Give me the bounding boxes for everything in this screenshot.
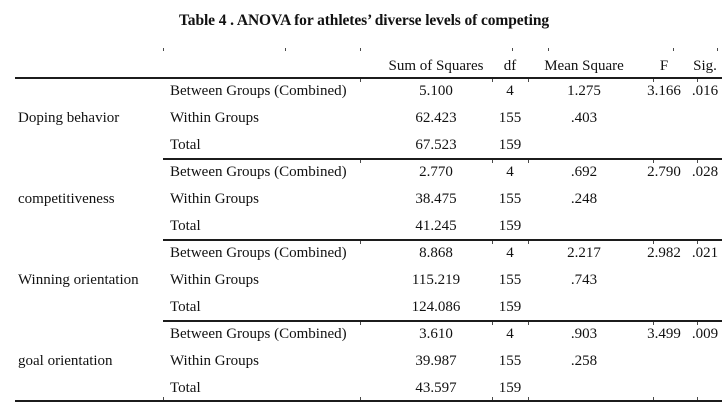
mean-square-value: .258 [570, 353, 598, 369]
header-rule [15, 77, 722, 82]
df-value: 4 [506, 164, 514, 180]
sum-of-squares-value: 5.100 [419, 83, 453, 99]
bottom-rule [15, 397, 722, 402]
row-label: Total [170, 218, 201, 234]
mean-square-value: .248 [570, 191, 598, 207]
table-row: Between Groups (Combined) 2.770 4 .692 2… [163, 159, 722, 186]
df-value: 155 [498, 272, 522, 288]
row-label: Between Groups (Combined) [170, 164, 347, 180]
mean-square-value: .403 [570, 110, 598, 126]
row-label: Within Groups [170, 191, 259, 207]
sum-of-squares-value: 62.423 [415, 110, 457, 126]
row-label: Within Groups [170, 272, 259, 288]
sig-value: .009 [691, 326, 719, 342]
table-row: Between Groups (Combined) 3.610 4 .903 3… [163, 321, 722, 348]
mean-square-value: 1.275 [567, 83, 601, 99]
sum-of-squares-value: 67.523 [415, 137, 457, 153]
f-value: 3.499 [647, 326, 681, 342]
factor-group-winning-orientation: Winning orientation Between Groups (Comb… [15, 240, 722, 321]
sig-value: .028 [691, 164, 719, 180]
anova-table: Sum of Squares df Mean Square F Sig. Dop… [15, 46, 722, 402]
mean-square-value: .692 [570, 164, 598, 180]
df-value: 159 [498, 218, 522, 234]
col-header-df: df [503, 58, 517, 74]
row-label: Between Groups (Combined) [170, 326, 347, 342]
sum-of-squares-value: 41.245 [415, 218, 457, 234]
table-row: Within Groups 38.475 155 .248 [163, 186, 722, 213]
row-label: Between Groups (Combined) [170, 83, 347, 99]
sum-of-squares-value: 124.086 [411, 299, 461, 315]
row-label: Total [170, 137, 201, 153]
factor-label: competitiveness [18, 191, 115, 207]
factor-group-doping-behavior: Doping behavior Between Groups (Combined… [15, 78, 722, 159]
group-divider [163, 239, 722, 244]
row-label: Within Groups [170, 353, 259, 369]
df-value: 155 [498, 353, 522, 369]
sig-value: .021 [691, 245, 719, 261]
sum-of-squares-value: 3.610 [419, 326, 453, 342]
sum-of-squares-value: 8.868 [419, 245, 453, 261]
f-value: 2.790 [647, 164, 681, 180]
sum-of-squares-value: 39.987 [415, 353, 457, 369]
table-row: Between Groups (Combined) 8.868 4 2.217 … [163, 240, 722, 267]
sum-of-squares-value: 115.219 [411, 272, 461, 288]
factor-label: Winning orientation [18, 272, 139, 288]
factor-label: goal orientation [18, 353, 113, 369]
table-row: Total 41.245 159 [163, 213, 722, 240]
df-value: 155 [498, 110, 522, 126]
row-label: Total [170, 299, 201, 315]
df-value: 159 [498, 137, 522, 153]
table-row: Between Groups (Combined) 5.100 4 1.275 … [163, 78, 722, 105]
table-row: Total 124.086 159 [163, 294, 722, 321]
df-value: 4 [506, 83, 514, 99]
f-value: 3.166 [647, 83, 681, 99]
group-divider [163, 158, 722, 163]
mean-square-value: .903 [570, 326, 598, 342]
sig-value: .016 [691, 83, 719, 99]
row-label: Total [170, 380, 201, 396]
table-row: Total 67.523 159 [163, 132, 722, 159]
f-value: 2.982 [647, 245, 681, 261]
col-header-sum-of-squares: Sum of Squares [388, 58, 484, 74]
table-row: Within Groups 39.987 155 .258 [163, 348, 722, 375]
table-title: Table 4 . ANOVA for athletes’ diverse le… [178, 12, 549, 29]
mean-square-value: .743 [570, 272, 598, 288]
row-label: Between Groups (Combined) [170, 245, 347, 261]
table-header-row: Sum of Squares df Mean Square F Sig. [380, 46, 722, 78]
table-row: Within Groups 62.423 155 .403 [163, 105, 722, 132]
df-value: 4 [506, 245, 514, 261]
table-row: Within Groups 115.219 155 .743 [163, 267, 722, 294]
col-header-f: F [659, 58, 669, 74]
df-value: 155 [498, 191, 522, 207]
factor-group-competitiveness: competitiveness Between Groups (Combined… [15, 159, 722, 240]
df-value: 4 [506, 326, 514, 342]
row-label: Within Groups [170, 110, 259, 126]
sum-of-squares-value: 38.475 [415, 191, 457, 207]
factor-label: Doping behavior [18, 110, 120, 126]
table-row: Total 43.597 159 [163, 375, 722, 402]
factor-group-goal-orientation: goal orientation Between Groups (Combine… [15, 321, 722, 402]
sum-of-squares-value: 43.597 [415, 380, 457, 396]
group-divider [163, 320, 722, 325]
sum-of-squares-value: 2.770 [419, 164, 453, 180]
df-value: 159 [498, 380, 522, 396]
mean-square-value: 2.217 [567, 245, 601, 261]
col-header-sig: Sig. [693, 58, 717, 74]
col-header-mean-square: Mean Square [544, 58, 624, 74]
df-value: 159 [498, 299, 522, 315]
